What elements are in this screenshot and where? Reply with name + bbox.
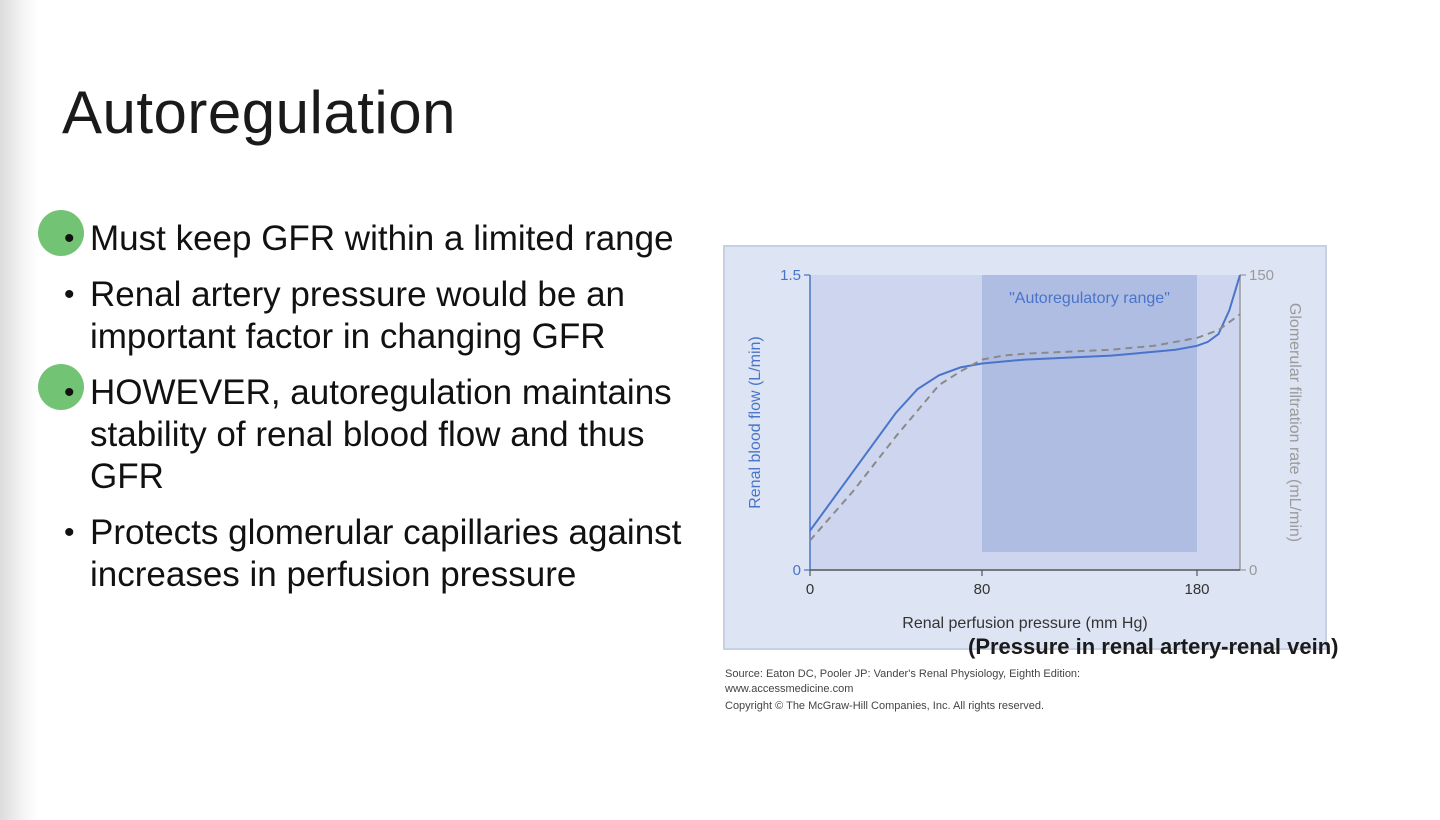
highlight-marker bbox=[38, 210, 84, 256]
bullet-item-4: • Protects glomerular capillaries agains… bbox=[60, 512, 700, 596]
bullet-item-2: • Renal artery pressure would be an impo… bbox=[60, 274, 700, 358]
autoregulatory-range-region bbox=[982, 275, 1197, 552]
y-left-tick-label-0: 0 bbox=[793, 562, 801, 579]
y-left-tick-label-1.5: 1.5 bbox=[780, 267, 801, 284]
pressure-caption: (Pressure in renal artery-renal vein) bbox=[968, 634, 1339, 659]
bullet-text: Must keep GFR within a limited range bbox=[90, 219, 674, 258]
bullet-text: HOWEVER, autoregulation maintains stabil… bbox=[90, 373, 672, 496]
series-line-renal-blood-flow bbox=[809, 274, 1241, 532]
bullet-dot: • bbox=[64, 222, 75, 255]
bullet-dot: • bbox=[64, 278, 75, 311]
bullet-dot: • bbox=[64, 376, 75, 409]
bullet-list: • Must keep GFR within a limited range •… bbox=[38, 210, 700, 610]
copyright-notice: Copyright © The McGraw-Hill Companies, I… bbox=[725, 700, 1045, 712]
series-line-gfr bbox=[809, 313, 1241, 542]
bullet-item-3: • HOWEVER, autoregulation maintains stab… bbox=[38, 364, 700, 498]
autoregulatory-range-label: "Autoregulatory range" bbox=[1009, 290, 1170, 307]
autoregulation-chart: "Autoregulatory range" 0 80 180 0 1.5 0 150 Rena… bbox=[747, 267, 1303, 632]
source-citation: Source: Eaton DC, Pooler JP: Vander's Re… bbox=[725, 668, 1081, 680]
x-tick-label-180: 180 bbox=[1184, 581, 1209, 598]
bullet-text: Renal artery pressure would be an import… bbox=[90, 275, 626, 356]
bullet-item-1: • Must keep GFR within a limited range bbox=[38, 210, 700, 260]
slide-edge-shadow bbox=[0, 0, 38, 820]
y-right-axis-label: Glomerular filtration rate (mL/min) bbox=[1286, 303, 1303, 542]
y-left-axis-label: Renal blood flow (L/min) bbox=[747, 336, 764, 509]
bullet-text: Protects glomerular capillaries against … bbox=[90, 513, 682, 594]
source-url: www.accessmedicine.com bbox=[725, 683, 854, 695]
y-right-tick-label-0: 0 bbox=[1249, 562, 1257, 579]
chart-panel: "Autoregulatory range" 0 80 180 0 1.5 0 150 Rena… bbox=[723, 245, 1327, 650]
x-tick-label-80: 80 bbox=[974, 581, 991, 598]
x-axis-label: Renal perfusion pressure (mm Hg) bbox=[902, 615, 1147, 632]
x-tick-label-0: 0 bbox=[806, 581, 814, 598]
highlight-marker bbox=[38, 364, 84, 410]
slide-title: Autoregulation bbox=[62, 79, 456, 146]
y-right-tick-label-150: 150 bbox=[1249, 267, 1274, 284]
bullet-dot: • bbox=[64, 516, 75, 549]
